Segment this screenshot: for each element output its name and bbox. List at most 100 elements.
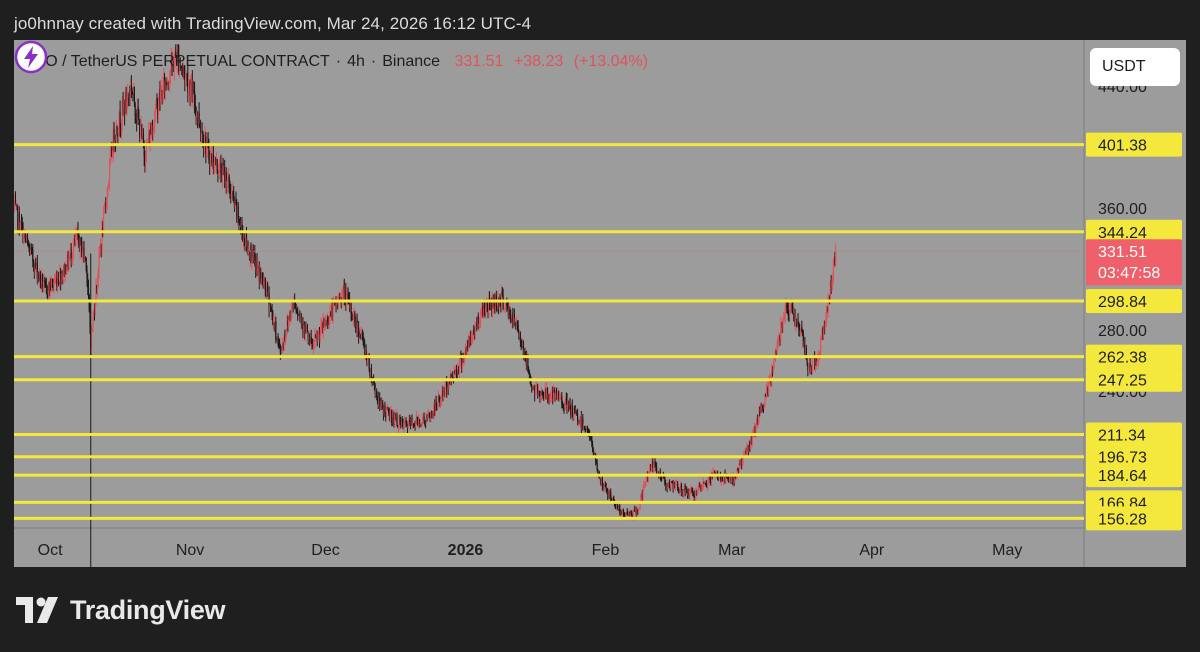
candle-body [534,389,537,396]
candle-body [511,312,513,322]
candle-body [359,333,361,338]
candle-body [424,420,426,423]
candle-body [312,342,315,349]
candle-body [263,282,265,285]
candle-body [491,298,494,311]
candle-body [59,271,61,284]
candle-body [731,477,733,483]
candle-body [621,511,623,514]
candle-body [673,485,675,490]
candle-body [187,76,189,92]
candle-body [286,321,288,332]
candle-body [742,457,744,461]
candle-body [273,322,275,329]
candle-body [433,405,435,414]
candle-body [250,245,252,264]
candle-body [344,290,346,300]
candle-body [362,333,364,342]
candle-body [52,280,54,286]
candle-body [777,340,780,343]
chart-pane[interactable]: 440.00 360.00 280.00 240.00 Oct Nov Dec 2026 Feb… [14,40,1186,567]
candle-body [287,321,289,326]
candle-body [762,406,764,408]
candle-body [269,305,271,310]
candle-body [783,319,785,321]
candle-body [231,193,233,195]
candle-body [786,305,788,309]
candle-body [763,405,765,408]
candle-body [303,328,306,334]
candle-body [767,387,769,395]
candle-body [827,299,829,311]
candle-body [428,413,430,416]
candle-body [120,128,122,130]
candle-body [39,271,41,280]
candle-body [648,471,650,473]
candle-body [804,343,806,354]
candle-body [220,162,222,174]
x-tick-label: Apr [859,542,885,559]
candle-body [218,173,220,175]
candle-body [363,341,365,343]
candle-body [581,418,583,428]
candle-body [100,246,102,249]
candle-body [378,398,380,405]
candle-body [246,241,248,247]
candle-body [198,112,200,125]
candle-body [681,492,683,494]
flash-alert-icon[interactable] [14,40,48,74]
candle-body [349,303,351,310]
candle-body [125,93,127,106]
candle-body [306,330,308,333]
candle-body [823,326,825,335]
candle-body [721,480,723,482]
candle-body [112,128,114,155]
candle-body [94,304,96,314]
candle-body [21,224,23,226]
candle-body [835,251,837,264]
candle-body [150,128,152,135]
candle-body [209,154,211,167]
candle-body [233,194,235,199]
candle-body [434,401,436,415]
candle-body [206,147,208,155]
candle-body [330,312,332,316]
candle-body [779,336,781,339]
candle-body [520,342,522,344]
candle-body [517,325,519,333]
candle-body [385,407,388,416]
candle-body [175,57,178,63]
candle-body [566,398,568,410]
legend-separator: · [335,53,342,70]
candle-body [135,115,137,117]
currency-button[interactable]: USDT [1090,48,1180,86]
candle-body [449,374,452,382]
candle-body [96,278,99,288]
candle-body [16,204,18,207]
candle-body [576,414,579,423]
candle-body [385,412,387,416]
candle-body [440,400,442,403]
candle-body [543,395,545,401]
candle-body [101,227,103,249]
candle-body [540,392,543,397]
candle-body [801,332,804,334]
candle-body [774,350,777,358]
candle-body [285,336,287,339]
candle-body [14,200,17,205]
candle-body [628,512,630,516]
candle-body [637,509,639,513]
candle-body [750,439,752,449]
level-label-box [1086,506,1182,531]
candle-body [255,261,257,272]
candle-body [41,275,44,289]
candle-body [398,417,400,427]
level-label: 196.73 [1098,450,1147,467]
candle-body [685,490,687,493]
candle-body [200,131,202,134]
candle-body [442,390,444,397]
candle-body [70,249,72,261]
candle-body [431,412,433,415]
candle-body [811,358,813,371]
